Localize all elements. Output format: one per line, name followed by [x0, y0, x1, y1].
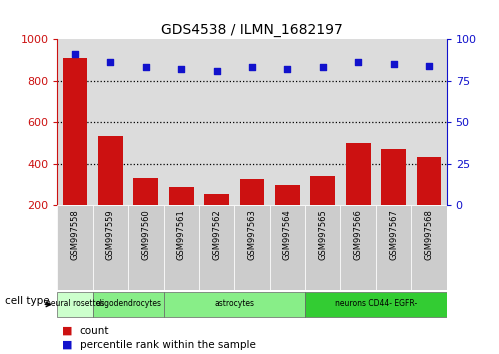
Text: GSM997561: GSM997561: [177, 210, 186, 260]
Bar: [164, 39, 199, 205]
Bar: [269, 205, 305, 290]
Bar: [381, 149, 406, 205]
Text: GSM997567: GSM997567: [389, 210, 398, 261]
Text: astrocytes: astrocytes: [214, 299, 254, 308]
Bar: [340, 205, 376, 290]
Text: cell type: cell type: [5, 296, 49, 306]
Text: GSM997566: GSM997566: [354, 210, 363, 261]
Text: neurons CD44- EGFR-: neurons CD44- EGFR-: [335, 299, 417, 308]
Bar: [133, 178, 158, 205]
Point: [106, 59, 114, 65]
Bar: [93, 39, 128, 205]
Text: GSM997562: GSM997562: [212, 210, 221, 260]
Bar: [305, 205, 340, 290]
Point: [177, 66, 185, 72]
Bar: [310, 176, 335, 205]
Bar: [63, 58, 87, 205]
Bar: [269, 39, 305, 205]
Bar: [199, 205, 235, 290]
Bar: [376, 39, 411, 205]
Point: [71, 51, 79, 57]
Bar: [340, 39, 376, 205]
Bar: [235, 39, 269, 205]
Bar: [305, 292, 447, 317]
Point: [354, 59, 362, 65]
Text: GSM997564: GSM997564: [283, 210, 292, 260]
Bar: [164, 292, 305, 317]
Text: ■: ■: [62, 326, 73, 336]
Bar: [417, 158, 441, 205]
Bar: [199, 39, 235, 205]
Title: GDS4538 / ILMN_1682197: GDS4538 / ILMN_1682197: [161, 23, 343, 36]
Point: [425, 63, 433, 68]
Text: neural rosettes: neural rosettes: [46, 299, 104, 308]
Text: ■: ■: [62, 340, 73, 350]
Bar: [98, 136, 123, 205]
Bar: [93, 205, 128, 290]
Bar: [57, 205, 93, 290]
Text: GSM997563: GSM997563: [248, 210, 256, 261]
Text: GSM997560: GSM997560: [141, 210, 150, 260]
Bar: [57, 39, 93, 205]
Bar: [235, 205, 269, 290]
Bar: [240, 179, 264, 205]
Text: GSM997558: GSM997558: [70, 210, 79, 260]
Point: [319, 64, 327, 70]
Point: [213, 68, 221, 73]
Text: count: count: [80, 326, 109, 336]
Bar: [57, 292, 93, 317]
Point: [283, 66, 291, 72]
Bar: [169, 187, 194, 205]
Bar: [204, 194, 229, 205]
Bar: [376, 205, 411, 290]
Text: GSM997568: GSM997568: [425, 210, 434, 261]
Bar: [411, 205, 447, 290]
Point: [248, 64, 256, 70]
Bar: [411, 39, 447, 205]
Point: [142, 64, 150, 70]
Text: percentile rank within the sample: percentile rank within the sample: [80, 340, 255, 350]
Bar: [93, 292, 164, 317]
Bar: [164, 205, 199, 290]
Bar: [128, 39, 164, 205]
Bar: [128, 205, 164, 290]
Bar: [305, 39, 340, 205]
Bar: [346, 143, 371, 205]
Point: [390, 61, 398, 67]
Text: GSM997559: GSM997559: [106, 210, 115, 260]
Text: oligodendrocytes: oligodendrocytes: [95, 299, 161, 308]
Bar: [275, 185, 300, 205]
Text: GSM997565: GSM997565: [318, 210, 327, 260]
